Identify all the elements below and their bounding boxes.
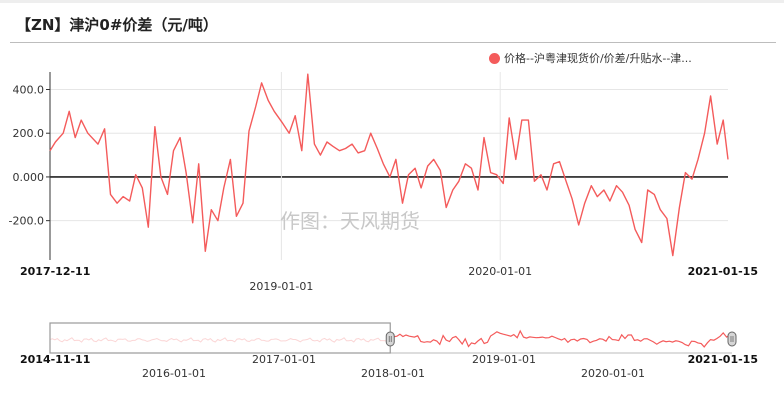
legend-label: 价格--沪粤津现货价/价差/升贴水--津... bbox=[504, 52, 692, 65]
chart-title: 【ZN】津沪0#价差（元/吨） bbox=[16, 16, 218, 34]
series-polyline bbox=[49, 73, 729, 257]
top-strip bbox=[0, 0, 784, 3]
navigator[interactable]: 2014-11-11 2016-01-01 2017-01-01 2018-01-01… bbox=[20, 322, 758, 380]
navigator-series-line bbox=[390, 329, 733, 348]
navigator-tick-label: 2021-01-15 bbox=[688, 353, 758, 366]
navigator-right-handle[interactable] bbox=[727, 331, 737, 347]
legend-marker-icon bbox=[489, 52, 500, 64]
series-line bbox=[49, 73, 729, 257]
navigator-history-line bbox=[49, 337, 391, 343]
handle-grip-icon bbox=[727, 331, 737, 347]
handle-grip-icon bbox=[385, 331, 395, 347]
navigator-tick-label: 2014-11-11 bbox=[20, 353, 90, 366]
watermark: 作图：天风期货 bbox=[280, 209, 420, 233]
x-tick-label: 2020-01-01 bbox=[468, 265, 532, 278]
x-tick-label: 2021-01-15 bbox=[688, 265, 758, 278]
grid-lines bbox=[50, 72, 728, 260]
legend-item[interactable]: 价格--沪粤津现货价/价差/升贴水--津... bbox=[489, 50, 692, 66]
navigator-tick-label: 2017-01-01 bbox=[252, 353, 316, 366]
y-tick-label: 200.0 bbox=[13, 127, 45, 140]
navigator-tick-label: 2018-01-01 bbox=[361, 367, 425, 380]
navigator-tick-label: 2020-01-01 bbox=[581, 367, 645, 380]
navigator-mask bbox=[49, 322, 391, 354]
navigator-left-handle[interactable] bbox=[385, 331, 395, 347]
x-tick-label: 2017-12-11 bbox=[20, 265, 90, 278]
y-tick-label: 400.0 bbox=[13, 83, 45, 96]
y-tick-label: 0.000 bbox=[13, 171, 45, 184]
x-axis: 2017-12-11 2019-01-01 2020-01-01 2021-01-15 bbox=[20, 265, 758, 293]
x-tick-label: 2019-01-01 bbox=[249, 280, 313, 293]
y-tick-label: -200.0 bbox=[9, 215, 44, 228]
y-axis: 400.0 200.0 0.000 -200.0 bbox=[9, 72, 51, 260]
title-divider bbox=[10, 42, 776, 43]
navigator-tick-label: 2019-01-01 bbox=[472, 353, 536, 366]
navigator-tick-label: 2016-01-01 bbox=[142, 367, 206, 380]
